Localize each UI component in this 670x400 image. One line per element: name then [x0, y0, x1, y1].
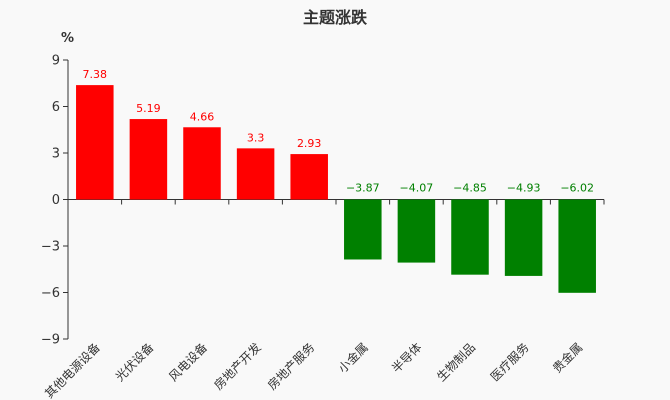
- y-tick-label: 6: [52, 100, 60, 115]
- x-tick-label: 小金属: [335, 340, 371, 376]
- x-tick-label: 其他电源设备: [42, 340, 103, 400]
- bar-value-label: −4.07: [400, 182, 434, 195]
- bar: [76, 85, 114, 200]
- y-tick-label: −9: [41, 333, 60, 348]
- x-tick-label: 生物制品: [434, 340, 478, 384]
- x-tick-label: 贵金属: [549, 340, 585, 376]
- bar: [504, 199, 543, 276]
- bar: [558, 199, 596, 293]
- y-tick-label: −6: [41, 286, 60, 301]
- x-tick-label: 半导体: [389, 340, 424, 375]
- x-tick-label: 风电设备: [166, 340, 210, 384]
- bar-value-label: 2.93: [297, 137, 322, 150]
- bar-value-label: −3.87: [346, 182, 380, 195]
- bar-value-label: 3.3: [247, 131, 265, 144]
- y-tick-label: 9: [52, 54, 60, 69]
- bar: [129, 119, 168, 200]
- chart-title: 主题涨跌: [302, 8, 367, 27]
- bar-value-label: −6.02: [560, 182, 594, 195]
- y-tick-label: 0: [52, 193, 60, 208]
- x-tick-label: 医疗服务: [487, 340, 532, 385]
- bar-value-label: 5.19: [136, 102, 161, 115]
- bar: [451, 199, 489, 275]
- bar-value-label: 7.38: [83, 68, 108, 81]
- bar: [344, 199, 382, 260]
- axes: 9 6 3 0 −3 −6 −9: [41, 54, 605, 348]
- bar: [183, 127, 221, 200]
- y-tick-label: 3: [52, 147, 60, 162]
- x-tick-label: 房地产开发: [211, 340, 264, 393]
- x-tick-label: 光伏设备: [113, 340, 157, 384]
- bars: 7.38 其他电源设备 5.19 光伏设备 4.66 风电设备 3.3 房地产开发 2.93 房地…: [42, 68, 596, 400]
- x-tick-label: 房地产服务: [264, 340, 317, 393]
- y-tick-label: −3: [41, 240, 60, 255]
- bar-value-label: −4.93: [507, 182, 541, 195]
- bar: [397, 199, 436, 263]
- bar-value-label: 4.66: [190, 110, 215, 123]
- bar-value-label: −4.85: [453, 182, 487, 195]
- bar: [236, 148, 275, 200]
- bar: [290, 154, 328, 200]
- y-axis-unit-label: %: [61, 31, 74, 46]
